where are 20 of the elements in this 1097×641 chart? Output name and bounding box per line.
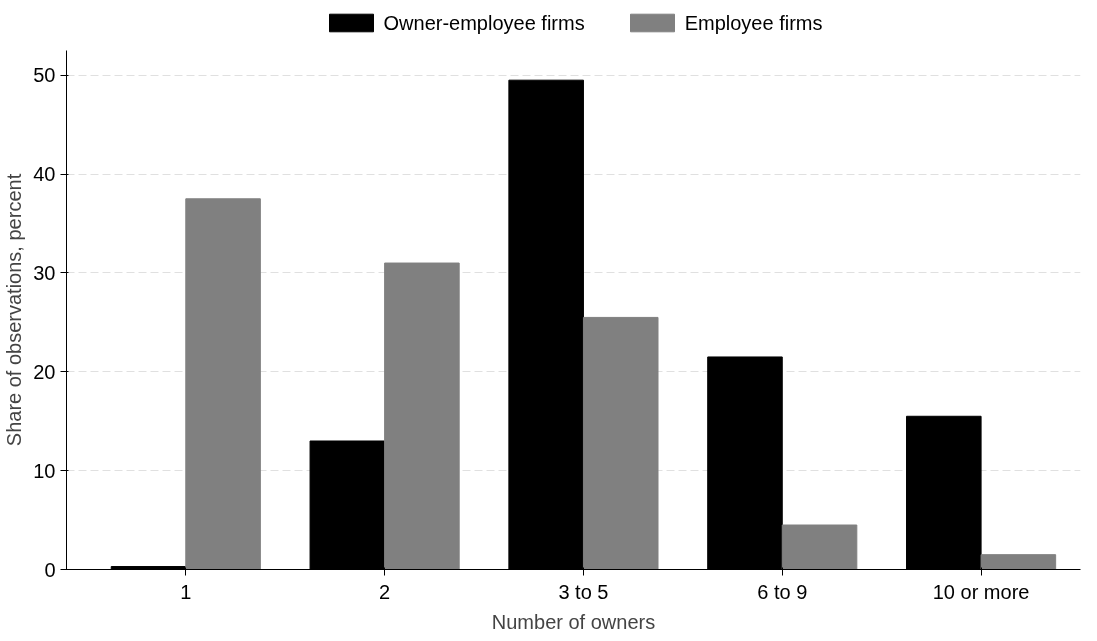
bar	[582, 316, 659, 570]
legend-label: Employee firms	[684, 11, 823, 34]
y-tick-label: 40	[33, 163, 56, 186]
x-tick-label: 10 or more	[932, 580, 1030, 603]
x-axis-title: Number of owners	[491, 610, 656, 633]
y-tick-label: 20	[33, 360, 56, 383]
bar	[185, 198, 261, 570]
bar	[781, 524, 858, 570]
y-tick-label: 50	[33, 64, 56, 87]
x-tick-label: 1	[180, 580, 192, 603]
bar	[384, 262, 460, 570]
bar	[980, 554, 1057, 570]
y-tick-label: 30	[33, 261, 56, 284]
x-tick-label: 3 to 5	[558, 580, 609, 603]
y-tick-label: 0	[44, 558, 56, 581]
y-tick-label: 10	[33, 459, 56, 482]
y-axis-title: Share of observations, percent	[3, 173, 26, 447]
x-tick-label: 2	[379, 580, 391, 603]
legend-label: Owner-employee firms	[383, 11, 585, 34]
x-tick-label: 6 to 9	[757, 580, 808, 603]
